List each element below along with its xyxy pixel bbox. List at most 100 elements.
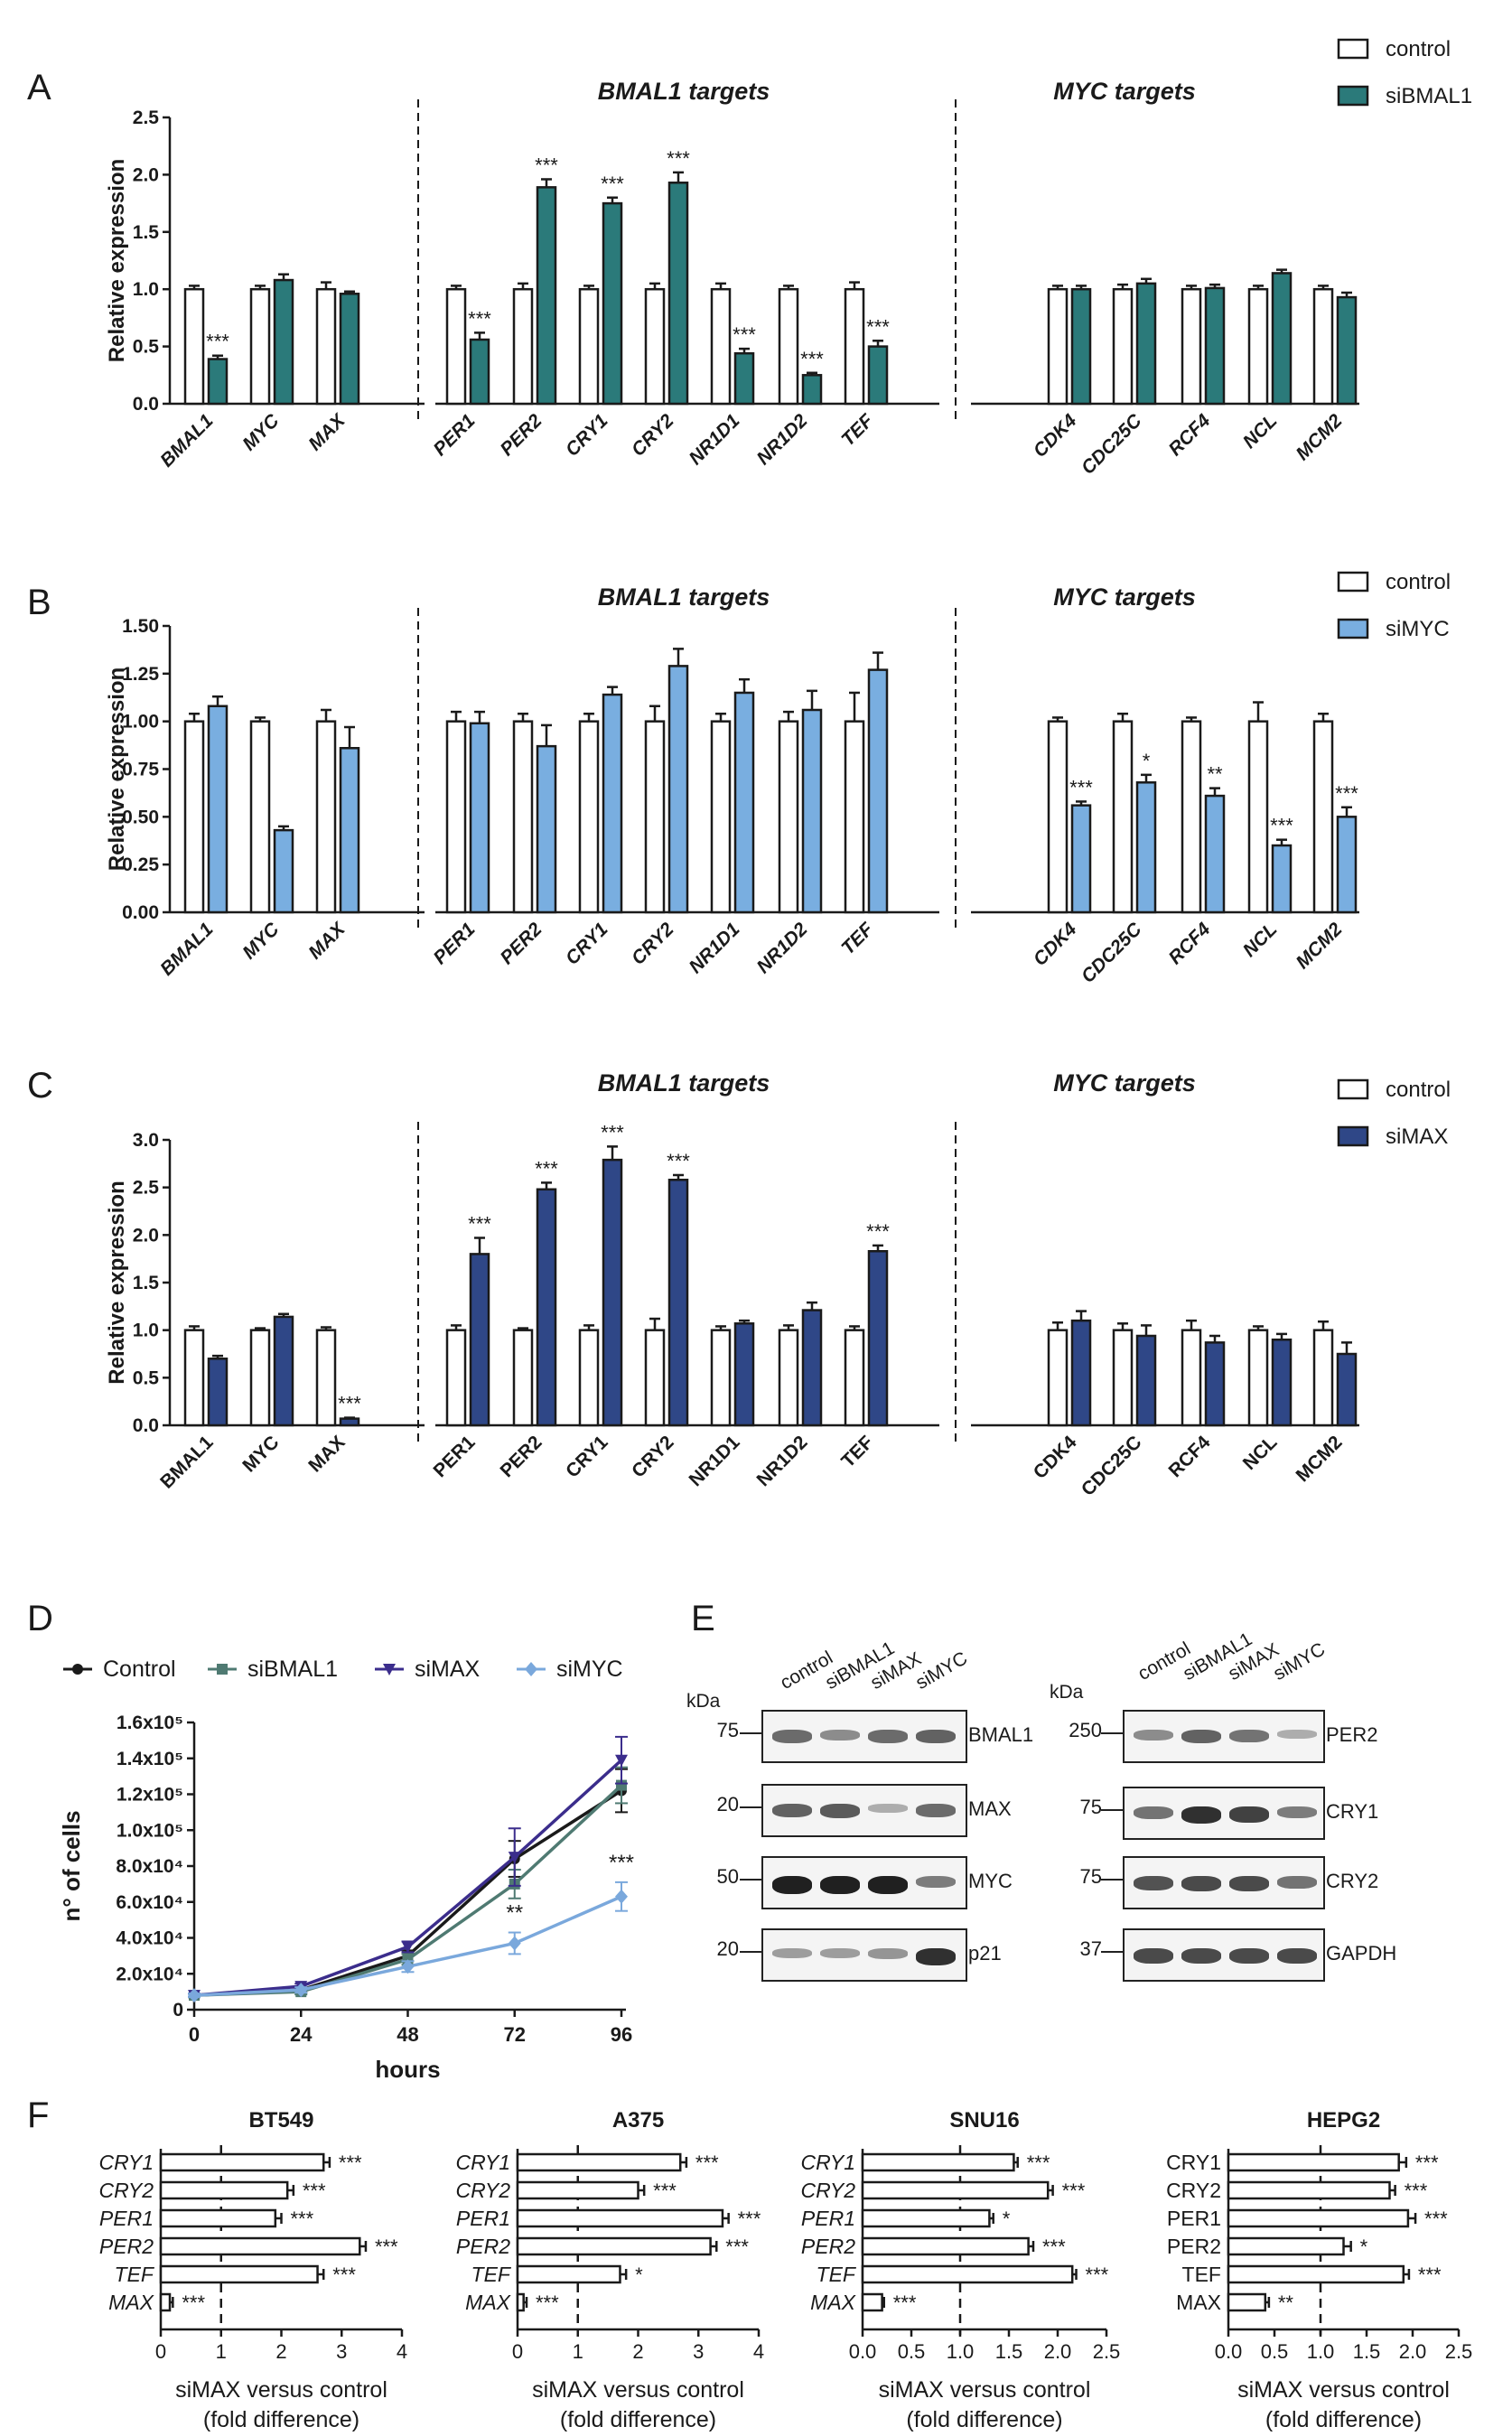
legend-label-control: control bbox=[1386, 1078, 1451, 1102]
bar-control-MCM2 bbox=[1312, 1329, 1334, 1427]
group-title: MYC targets bbox=[1053, 583, 1196, 611]
band bbox=[1229, 1876, 1269, 1891]
legend-label: siBMAL1 bbox=[247, 1657, 338, 1682]
category-label: NR1D1 bbox=[686, 1432, 744, 1490]
y-tick-label: 1.2x10⁵ bbox=[117, 1785, 183, 1806]
y-tick-label: 0.00 bbox=[122, 902, 159, 923]
point-marker bbox=[383, 1664, 396, 1675]
bar-siBMAL1-NR1D1 bbox=[733, 351, 755, 406]
kda-tick bbox=[740, 1879, 761, 1881]
legend-label-treatment: siBMAL1 bbox=[1386, 84, 1472, 108]
significance-mark: *** bbox=[601, 1121, 624, 1143]
bar-siBMAL1-NR1D2 bbox=[801, 374, 823, 406]
bar-control-PER2 bbox=[512, 287, 534, 406]
bar-siMAX-MCM2 bbox=[1336, 1352, 1358, 1427]
y-tick-label: 1.5 bbox=[133, 1273, 160, 1293]
point-marker bbox=[294, 1983, 308, 1998]
band bbox=[772, 1948, 812, 1958]
band bbox=[1134, 1806, 1173, 1819]
x-tick-label: 0 bbox=[155, 2340, 166, 2363]
point-marker bbox=[616, 1779, 627, 1791]
bar-control-RCF4 bbox=[1181, 720, 1202, 914]
significance-mark: * bbox=[1143, 750, 1151, 772]
y-tick-label: 0 bbox=[173, 2000, 183, 2021]
category-label: MAX bbox=[304, 409, 350, 455]
category-label: MYC bbox=[238, 410, 284, 455]
category-label: BMAL1 bbox=[156, 919, 217, 979]
category-label: RCF4 bbox=[1164, 1432, 1214, 1481]
significance-mark: *** bbox=[653, 2179, 677, 2202]
bar-siMAX-NR1D2 bbox=[801, 1309, 823, 1427]
significance-mark: *** bbox=[468, 1212, 491, 1235]
bar-siMAX-CRY2 bbox=[667, 1178, 689, 1427]
blot-CRY1 bbox=[1123, 1787, 1325, 1840]
hbar-CRY1 bbox=[861, 2152, 1015, 2172]
hbar-TEF bbox=[1227, 2264, 1405, 2284]
y-tick-label: 2.5 bbox=[133, 107, 160, 128]
significance-mark: * bbox=[1003, 2207, 1011, 2230]
significance-mark: ** bbox=[1278, 2291, 1294, 2314]
bar-control-BMAL1 bbox=[183, 287, 205, 406]
bar-siMYC-MAX bbox=[339, 747, 360, 914]
bar-control-MAX bbox=[315, 287, 337, 406]
significance-mark: *** bbox=[291, 2207, 314, 2230]
kda-value: 20 bbox=[716, 1793, 739, 1815]
x-axis-label: siMAX versus control bbox=[532, 2377, 744, 2403]
category-label: TEF bbox=[817, 2263, 857, 2286]
category-label: PER2 bbox=[1167, 2235, 1221, 2258]
bar-control-NR1D1 bbox=[710, 1329, 732, 1427]
hbar-CRY2 bbox=[159, 2180, 289, 2200]
hbar-CRY2 bbox=[516, 2180, 639, 2200]
bar-siMAX-TEF bbox=[867, 1249, 889, 1427]
hbar-PER1 bbox=[861, 2208, 991, 2228]
category-label: MCM2 bbox=[1293, 1432, 1347, 1486]
significance-mark: *** bbox=[866, 315, 890, 338]
kda-value: 75 bbox=[716, 1719, 739, 1741]
bar-siMAX-PER1 bbox=[469, 1253, 490, 1427]
x-tick-label: 1.0 bbox=[1307, 2340, 1335, 2363]
hbar-chart-BT549: BT549 0 1 2 3 4 *** CRY1 *** CRY2 *** PER1 *** PER2 **… bbox=[99, 2108, 408, 2432]
blot-label-GAPDH: GAPDH bbox=[1326, 1942, 1397, 1965]
bar-control-CRY2 bbox=[644, 287, 666, 406]
bar-siMYC-CDK4 bbox=[1070, 804, 1092, 914]
band bbox=[1181, 1876, 1221, 1891]
category-label: MAX bbox=[810, 2291, 857, 2314]
bar-siBMAL1-BMAL1 bbox=[207, 358, 229, 406]
band bbox=[1134, 1730, 1173, 1741]
band bbox=[1181, 1948, 1221, 1964]
y-tick-label: 1.5 bbox=[133, 222, 160, 243]
bar-siBMAL1-CRY1 bbox=[602, 201, 623, 406]
category-label: NR1D1 bbox=[686, 919, 744, 977]
kda-tick bbox=[1101, 1809, 1123, 1811]
group-title: BMAL1 targets bbox=[598, 78, 770, 105]
x-tick-label: 1 bbox=[216, 2340, 227, 2363]
band bbox=[1181, 1806, 1221, 1824]
band bbox=[1229, 1806, 1269, 1823]
category-label: RCF4 bbox=[1164, 410, 1214, 460]
legend-label: Control bbox=[103, 1657, 176, 1682]
band bbox=[1277, 1806, 1317, 1819]
y-tick-label: 0.5 bbox=[133, 337, 160, 358]
hbar-TEF bbox=[861, 2264, 1074, 2284]
y-tick-label: 1.00 bbox=[122, 712, 159, 733]
y-tick-label: 8.0x10⁴ bbox=[116, 1856, 183, 1877]
bar-siMAX-NR1D1 bbox=[733, 1322, 755, 1427]
point-marker bbox=[401, 1959, 415, 1974]
bar-siMYC-CRY1 bbox=[602, 693, 623, 914]
bar-siMAX-CDC25C bbox=[1135, 1334, 1157, 1427]
category-label: TEF bbox=[837, 1432, 877, 1471]
category-label: TEF bbox=[471, 2263, 512, 2286]
significance-mark: *** bbox=[339, 2151, 362, 2174]
category-label: PER2 bbox=[456, 2235, 510, 2258]
point-marker bbox=[188, 1988, 201, 2003]
bar-siBMAL1-MYC bbox=[273, 278, 294, 406]
y-tick-label: 0.75 bbox=[122, 760, 159, 780]
group-title: MYC targets bbox=[1053, 78, 1196, 105]
category-label: NR1D1 bbox=[686, 410, 744, 469]
point-marker bbox=[72, 1664, 83, 1675]
panel-letter-F: F bbox=[27, 2095, 49, 2135]
chart-title: SNU16 bbox=[949, 2108, 1019, 2133]
significance-mark: *** bbox=[1424, 2207, 1448, 2230]
hbar-TEF bbox=[159, 2264, 319, 2284]
